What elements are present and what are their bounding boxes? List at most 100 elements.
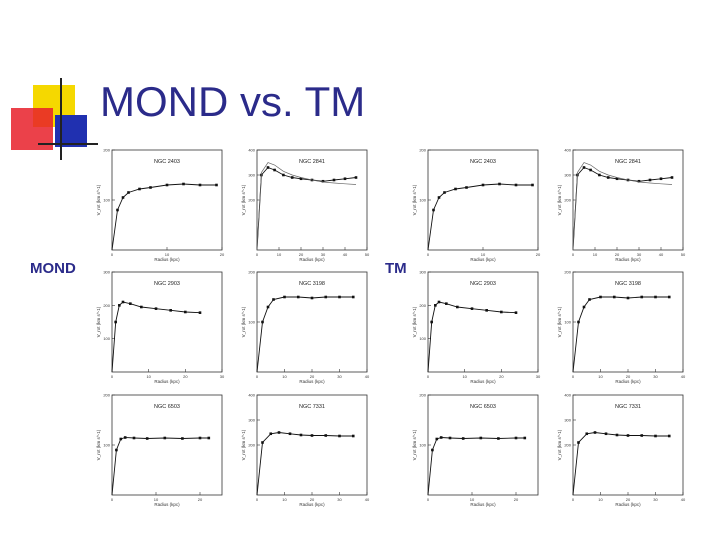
label-mond: MOND — [30, 260, 76, 277]
x-tick-label: 30 — [321, 252, 326, 257]
data-point — [615, 177, 619, 181]
x-axis-label: Radius (kpc) — [299, 379, 325, 384]
y-axis-label: V_rot (km s^-1) — [412, 306, 417, 337]
chart-panel: 0 10 20 30 40 200 300 400 Radius (kpc) V_rot (km … — [557, 393, 686, 508]
data-point — [523, 436, 527, 440]
data-point — [269, 432, 273, 436]
data-point — [479, 436, 483, 440]
data-point — [606, 176, 610, 179]
data-point — [443, 191, 446, 194]
y-tick-label: 200 — [248, 270, 255, 275]
y-axis-label: V_rot (km s^-1) — [557, 306, 562, 337]
y-tick-label: 100 — [248, 320, 255, 325]
plot-frame — [256, 271, 368, 373]
data-point — [582, 305, 586, 309]
chart-panel: 0 10 20 30 40 100 200 Radius (kpc) V_rot (km s^-… — [557, 270, 686, 385]
data-point — [296, 295, 300, 299]
vertical-rule-decoration — [60, 78, 62, 160]
y-axis-label: V_rot (km s^-1) — [241, 184, 246, 215]
data-point — [215, 183, 218, 187]
data-point — [266, 166, 270, 169]
data-point — [577, 320, 580, 324]
series-line — [111, 183, 217, 251]
y-tick-label: 200 — [419, 303, 426, 308]
series-line — [111, 437, 209, 496]
data-point — [277, 431, 281, 434]
data-point — [481, 183, 485, 187]
x-tick-label: 50 — [365, 252, 370, 257]
data-point — [169, 309, 172, 312]
y-tick-label: 200 — [564, 270, 571, 275]
data-point — [470, 307, 474, 310]
chart-panel: 0 10 20 100 200 Radius (kpc) V_rot (km s^-1) NG… — [96, 393, 223, 507]
y-tick-label: 200 — [564, 443, 571, 448]
x-axis-label: Radius (kpc) — [299, 502, 325, 507]
data-point — [456, 305, 459, 309]
x-axis-label: Radius (kpc) — [470, 379, 496, 384]
data-point — [531, 183, 534, 187]
data-point — [498, 182, 501, 186]
data-point — [338, 295, 341, 299]
galaxy-name: NGC 7331 — [615, 404, 641, 410]
data-point — [432, 208, 435, 212]
plot-frame — [111, 394, 223, 496]
x-tick-label: 20 — [198, 497, 203, 502]
plot-frame — [427, 149, 539, 251]
data-point — [445, 302, 448, 305]
x-tick-label: 40 — [365, 374, 370, 379]
x-tick-label: 0 — [427, 252, 430, 257]
data-point — [299, 433, 303, 437]
galaxy-name: NGC 2841 — [615, 159, 641, 165]
data-point — [198, 183, 202, 187]
data-point — [485, 309, 488, 312]
series-line — [572, 296, 670, 373]
data-point — [132, 436, 136, 440]
y-tick-label: 200 — [419, 148, 426, 153]
series-line — [572, 162, 673, 251]
data-point — [310, 434, 314, 437]
data-point — [181, 437, 184, 440]
x-tick-label: 0 — [111, 252, 114, 257]
x-tick-label: 0 — [427, 497, 430, 502]
x-tick-label: 30 — [337, 374, 342, 379]
y-tick-label: 400 — [564, 393, 571, 398]
y-tick-label: 100 — [103, 198, 110, 203]
data-point — [123, 436, 127, 439]
series-line — [256, 166, 357, 251]
x-tick-label: 20 — [514, 497, 519, 502]
data-point — [324, 295, 328, 299]
y-tick-label: 200 — [103, 393, 110, 398]
series-line — [572, 432, 670, 496]
data-point — [321, 179, 325, 183]
x-tick-label: 30 — [536, 374, 541, 379]
data-point — [589, 168, 592, 172]
data-point — [437, 300, 441, 304]
x-tick-label: 10 — [593, 252, 598, 257]
x-tick-label: 20 — [615, 252, 620, 257]
data-point — [338, 434, 341, 438]
data-point — [310, 296, 314, 300]
data-point — [626, 296, 630, 300]
y-tick-label: 200 — [419, 393, 426, 398]
galaxy-name: NGC 6503 — [154, 404, 180, 410]
y-tick-label: 200 — [103, 148, 110, 153]
data-point — [604, 432, 608, 436]
x-tick-label: 40 — [681, 497, 686, 502]
chart-panel: 0 10 20 100 200 Radius (kpc) V_rot (km s^-1) NG… — [96, 148, 225, 263]
chart-panel: 0 10 20 100 200 Radius (kpc) V_rot (km s^-1) NG… — [412, 148, 541, 263]
series-line — [256, 162, 357, 251]
y-tick-label: 100 — [564, 320, 571, 325]
chart-panel: 0 10 20 30 40 50 200 300 400 Radius (kpc) V_rot (k… — [557, 148, 686, 263]
data-point — [154, 307, 158, 310]
data-point — [670, 176, 674, 179]
x-tick-label: 50 — [681, 252, 686, 257]
x-tick-label: 20 — [626, 374, 631, 379]
y-tick-label: 100 — [103, 443, 110, 448]
data-point — [266, 305, 270, 309]
data-point — [149, 186, 152, 189]
x-tick-label: 10 — [282, 497, 287, 502]
plot-frame — [572, 149, 684, 251]
data-point — [588, 298, 591, 301]
x-tick-label: 0 — [111, 374, 114, 379]
y-tick-label: 300 — [564, 173, 571, 178]
